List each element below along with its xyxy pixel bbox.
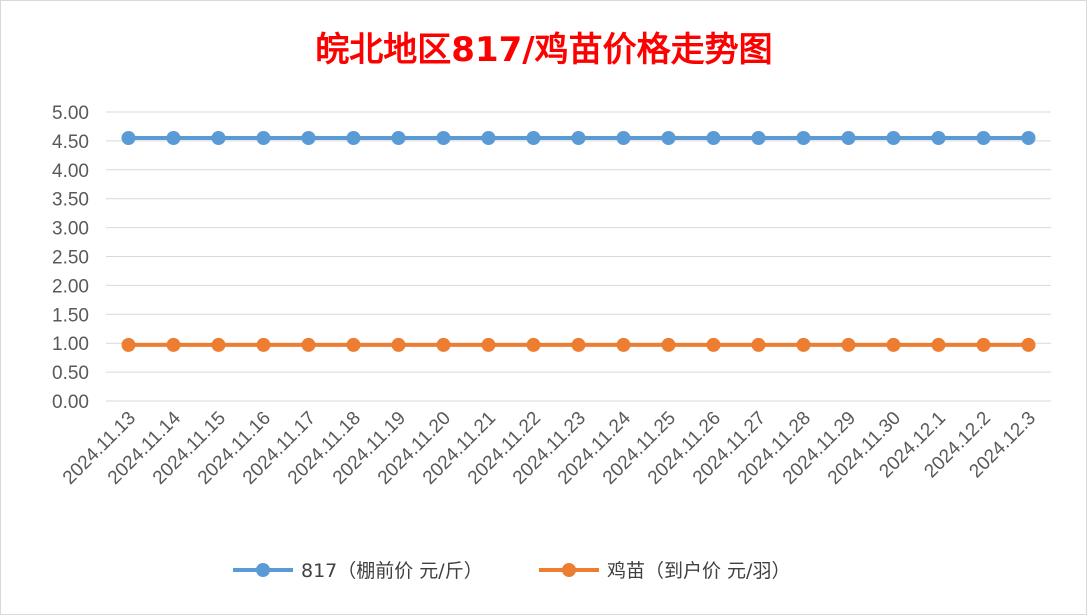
legend-item: 鸡苗（到户价 元/羽） bbox=[539, 560, 790, 582]
legend-label: 鸡苗（到户价 元/羽） bbox=[607, 560, 790, 582]
data-point bbox=[301, 131, 316, 146]
y-tick-label: 1.50 bbox=[52, 305, 89, 326]
data-point bbox=[1021, 131, 1036, 146]
y-tick-label: 0.00 bbox=[52, 392, 89, 413]
legend-label: 817（棚前价 元/斤） bbox=[301, 560, 483, 582]
data-point bbox=[931, 337, 946, 352]
data-point bbox=[751, 131, 766, 146]
legend-item: 817（棚前价 元/斤） bbox=[233, 560, 483, 582]
data-point bbox=[706, 337, 721, 352]
x-axis-ticks: 2024.11.132024.11.142024.11.152024.11.16… bbox=[59, 407, 1040, 488]
data-point bbox=[751, 337, 766, 352]
data-point bbox=[976, 131, 991, 146]
data-point bbox=[256, 337, 271, 352]
data-point bbox=[841, 131, 856, 146]
legend-marker bbox=[256, 563, 270, 577]
data-point bbox=[211, 337, 226, 352]
data-point bbox=[661, 337, 676, 352]
data-point bbox=[886, 131, 901, 146]
data-point bbox=[616, 131, 631, 146]
data-point bbox=[166, 131, 181, 146]
data-point bbox=[796, 131, 811, 146]
data-point bbox=[166, 337, 181, 352]
y-tick-label: 3.00 bbox=[52, 219, 89, 240]
data-point bbox=[481, 131, 496, 146]
data-point bbox=[1021, 337, 1036, 352]
legend: 817（棚前价 元/斤） 鸡苗（到户价 元/羽） bbox=[233, 560, 790, 582]
data-point bbox=[796, 337, 811, 352]
data-point bbox=[931, 131, 946, 146]
y-tick-label: 3.50 bbox=[52, 190, 89, 211]
data-point bbox=[526, 337, 541, 352]
data-point bbox=[256, 131, 271, 146]
y-tick-label: 2.50 bbox=[52, 248, 89, 269]
chart-title: 皖北地区817/鸡苗价格走势图 bbox=[315, 30, 772, 70]
data-point bbox=[121, 131, 136, 146]
data-point bbox=[346, 337, 361, 352]
data-point bbox=[121, 337, 136, 352]
y-tick-label: 5.00 bbox=[52, 103, 89, 124]
data-point bbox=[391, 131, 406, 146]
legend-marker bbox=[562, 563, 576, 577]
data-point bbox=[481, 337, 496, 352]
data-point bbox=[526, 131, 541, 146]
y-tick-label: 1.00 bbox=[52, 334, 89, 355]
y-axis-ticks: 0.00 0.50 1.00 1.50 2.00 2.50 3.00 3.50 4.00 4.50… bbox=[52, 103, 89, 413]
y-tick-label: 0.50 bbox=[52, 363, 89, 384]
y-tick-label: 4.50 bbox=[52, 132, 89, 153]
data-point bbox=[571, 131, 586, 146]
data-point bbox=[346, 131, 361, 146]
data-point bbox=[211, 131, 226, 146]
data-point bbox=[841, 337, 856, 352]
data-point bbox=[616, 337, 631, 352]
data-point bbox=[436, 131, 451, 146]
data-point bbox=[301, 337, 316, 352]
y-tick-label: 4.00 bbox=[52, 161, 89, 182]
data-point bbox=[391, 337, 406, 352]
series-layer bbox=[121, 131, 1036, 352]
series-1 bbox=[121, 131, 1036, 146]
y-tick-label: 2.00 bbox=[52, 276, 89, 297]
data-point bbox=[976, 337, 991, 352]
series-2 bbox=[121, 337, 1036, 352]
data-point bbox=[886, 337, 901, 352]
data-point bbox=[571, 337, 586, 352]
data-point bbox=[436, 337, 451, 352]
data-point bbox=[661, 131, 676, 146]
grid-lines bbox=[106, 111, 1051, 402]
data-point bbox=[706, 131, 721, 146]
